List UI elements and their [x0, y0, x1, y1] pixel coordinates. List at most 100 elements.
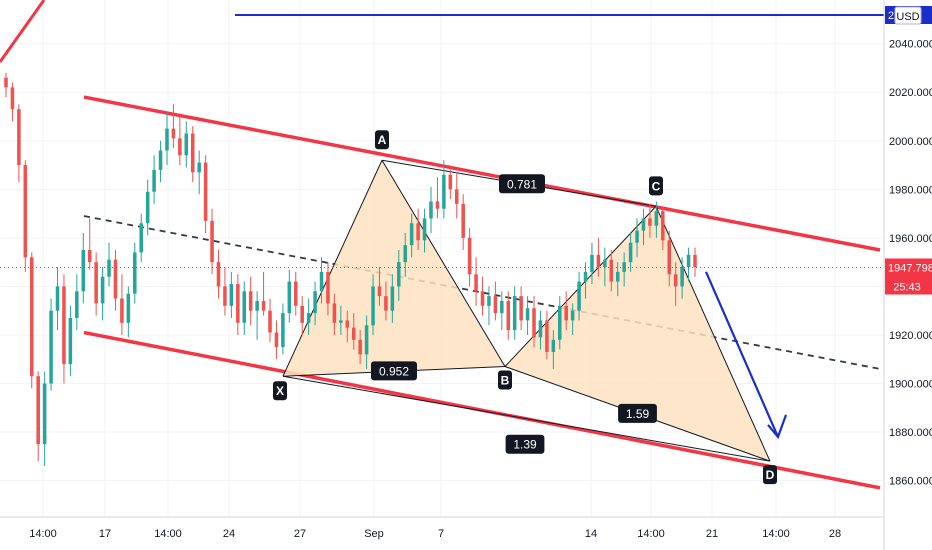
candle-body: [603, 259, 607, 267]
candle: [268, 298, 272, 343]
candle: [190, 126, 195, 183]
candle-body: [409, 223, 414, 246]
candle: [673, 262, 678, 306]
candle: [287, 269, 292, 323]
candle: [590, 242, 594, 284]
candlesticks: [4, 72, 697, 467]
ratio-label-ac[interactable]: 0.781: [499, 174, 545, 194]
pattern-point-x[interactable]: X: [273, 381, 287, 401]
candle: [274, 320, 279, 360]
x-tick-label: 28: [829, 528, 841, 540]
candle-body: [397, 262, 401, 287]
candle-body: [390, 286, 395, 311]
y-tick-label: 1880.000: [889, 427, 932, 439]
candle-body: [203, 162, 208, 221]
point-label-text: A: [378, 133, 387, 147]
candle: [583, 262, 588, 299]
x-tick-label: 14: [585, 528, 597, 540]
candle-body: [94, 262, 98, 304]
countdown-text: 25:43: [893, 281, 921, 293]
candle: [216, 250, 221, 299]
candle-body: [139, 223, 143, 253]
candle: [403, 233, 408, 277]
x-tick-label: 14:00: [762, 528, 790, 540]
candle: [326, 262, 330, 316]
candle-body: [648, 218, 652, 226]
ratio-label-xb[interactable]: 0.952: [371, 361, 417, 381]
overlays: X A B C D 0.952 0.781 1.39 1.59: [0, 14, 884, 485]
candle: [519, 286, 523, 331]
candle-body: [210, 220, 214, 263]
candle-body: [62, 286, 66, 365]
pattern-edge: [282, 159, 383, 377]
pattern-point-d[interactable]: D: [763, 465, 777, 485]
candle-body: [474, 274, 478, 292]
pattern-triangle-bcd: [505, 206, 770, 462]
x-tick-label: 7: [438, 528, 444, 540]
candle: [319, 257, 324, 304]
currency-badge-text: USD: [896, 11, 919, 23]
y-tick-label: 1920.000: [889, 330, 932, 342]
pattern-point-c[interactable]: C: [649, 176, 663, 196]
candle: [62, 274, 66, 384]
candle-body: [673, 274, 678, 287]
candle-body: [448, 174, 453, 190]
last-price-box: [885, 258, 932, 295]
point-label-text: C: [652, 179, 661, 193]
candle: [133, 242, 137, 304]
candle: [281, 303, 285, 355]
candle-body: [384, 296, 388, 311]
candle-body: [75, 291, 79, 318]
pattern-point-b[interactable]: B: [498, 370, 512, 390]
last-price-tag: 1947.798 25:43: [885, 258, 932, 295]
candle-body: [506, 300, 511, 331]
candle-body: [313, 291, 317, 314]
candle-body: [583, 271, 588, 282]
candle: [68, 305, 73, 377]
candle: [75, 274, 79, 331]
y-tick-label: 1860.000: [889, 476, 932, 488]
point-label-text: D: [766, 468, 775, 482]
y-tick-label: 1980.000: [889, 184, 932, 196]
candle: [500, 291, 504, 331]
candle: [42, 371, 47, 467]
candle: [570, 303, 575, 335]
candle: [145, 179, 150, 236]
candle: [667, 230, 672, 287]
candle-body: [564, 305, 568, 321]
candle: [538, 310, 543, 350]
candle: [532, 296, 536, 348]
candle-body: [487, 296, 491, 306]
currency-badge[interactable]: USD: [894, 6, 922, 25]
candle-body: [120, 298, 124, 323]
candle-body: [615, 271, 620, 282]
currency-badge-box: [894, 6, 922, 25]
candle-body: [242, 291, 247, 323]
candle-body: [596, 254, 601, 267]
channel-lines: [0, 0, 881, 490]
y-tick-label: 1960.000: [889, 233, 932, 245]
ratio-label-xd[interactable]: 1.39: [505, 434, 545, 454]
candle: [171, 104, 176, 149]
candle-body: [493, 296, 498, 314]
candle: [158, 140, 163, 183]
ratio-label-bd[interactable]: 1.59: [618, 403, 657, 423]
candle: [506, 291, 511, 340]
candle-body: [55, 286, 60, 311]
candle-body: [577, 281, 581, 311]
candle-body: [693, 254, 697, 267]
candle: [107, 242, 111, 287]
x-tick-label: 14:00: [29, 528, 57, 540]
candle: [596, 237, 601, 277]
y-tick-label: 2040.000: [889, 39, 932, 51]
ratio-label-text: 1.39: [513, 438, 537, 452]
point-label-box: [498, 370, 512, 390]
pattern-point-a[interactable]: A: [375, 130, 389, 150]
candle-body: [461, 203, 465, 238]
pattern-edge: [381, 159, 506, 367]
candle: [628, 233, 633, 272]
candle-body: [171, 128, 176, 139]
candle-body: [403, 245, 408, 263]
candle-body: [519, 296, 523, 321]
